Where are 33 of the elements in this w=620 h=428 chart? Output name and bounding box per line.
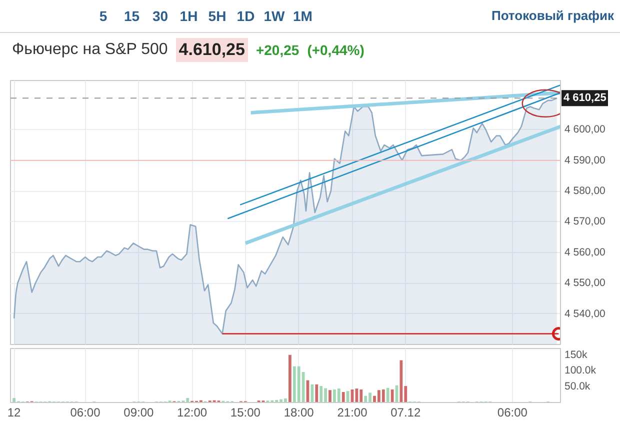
x-tick-label: 06:00 [497, 406, 528, 420]
x-tick-label: 09:00 [124, 406, 154, 420]
chart-title: Фьючерс на S&P 500 [12, 40, 168, 60]
text: 1D [236, 7, 256, 26]
text: 1W [262, 7, 286, 26]
y-tick-label: 50.0k [564, 380, 591, 393]
x-tick-label: 07.12 [390, 406, 421, 420]
text: 1M [292, 7, 314, 26]
text: 15 [122, 7, 141, 26]
y-tick-label: 4 590,00 [564, 154, 606, 166]
y-tick-label: 100.0k [564, 364, 597, 377]
x-tick-label: 12 [7, 406, 22, 420]
y-tick-label: 4 540,00 [564, 308, 606, 320]
text: 4.610,25 [176, 38, 248, 62]
text: 5H [207, 7, 228, 26]
y-tick-label: 4 580,00 [564, 185, 606, 198]
y-tick-label: 150k [564, 348, 588, 361]
text: +20,25 [256, 41, 300, 60]
y-tick-label: 4 570,00 [564, 216, 606, 228]
x-tick-label: 15:00 [230, 406, 261, 420]
text: 30 [151, 7, 170, 26]
x-tick-label: 18:00 [284, 406, 314, 420]
text: Потоковый график [491, 6, 614, 25]
x-tick-label: 06:00 [70, 406, 101, 420]
y-tick-label: 4 560,00 [564, 246, 606, 258]
text: (+0,44%) [307, 41, 364, 60]
text: 5 [98, 7, 108, 26]
y-tick-label: 4 600,00 [564, 124, 606, 136]
x-tick-label: 12:00 [177, 406, 208, 420]
y-tick-label: 4 550,00 [564, 277, 606, 290]
x-tick-label: 21:00 [337, 406, 368, 420]
ref-line-label: 4 610,25 [564, 92, 606, 104]
text: 1H [178, 7, 199, 26]
